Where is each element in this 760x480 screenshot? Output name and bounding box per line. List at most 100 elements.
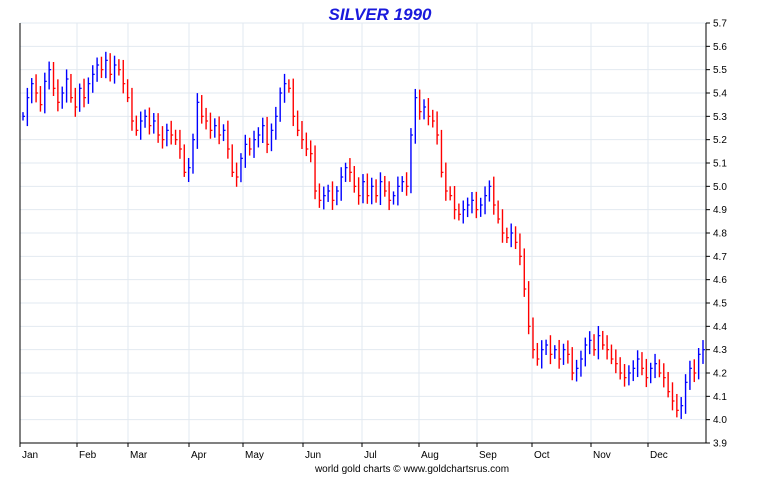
price-bar [309,140,313,163]
price-bar [628,365,631,386]
price-bar [305,132,309,157]
x-tick-label: Jul [364,450,377,461]
price-bar [174,129,178,145]
price-bar [240,153,243,183]
price-bar [31,78,34,104]
price-bar [449,186,453,201]
x-tick-label: Jan [22,450,38,461]
price-bar [684,374,688,414]
x-tick-labels: Jan Feb Mar Apr May Jun Jul Aug Sep Oct Nov Dec [19,443,668,461]
price-bar [357,177,361,205]
price-bar [209,112,213,139]
y-tick-label: 4.2 [713,369,727,380]
price-bar [192,133,195,174]
price-bar [214,118,217,138]
x-tick-label: Dec [650,450,668,461]
price-bar [510,223,514,248]
y-tick-label: 5.4 [713,89,727,100]
y-tick-label: 4.3 [713,345,727,356]
price-bar [593,334,597,356]
price-bar [266,116,270,154]
price-bar [48,61,52,90]
price-bar [61,86,65,109]
price-bar [536,342,540,366]
price-bar [580,350,583,377]
y-tick-label: 5.1 [713,159,727,170]
price-bar [105,51,108,79]
price-bar [366,173,370,204]
price-bar [109,53,113,82]
price-bar [663,363,666,388]
y-tick-label: 5.6 [713,42,727,53]
price-bar [418,89,422,120]
price-bar [270,123,274,152]
x-tick-label: Sep [479,450,497,461]
y-tick-label: 4.6 [713,275,727,286]
y-tick-label: 5.0 [713,182,727,193]
price-bar [689,360,692,390]
y-tick-label: 5.3 [713,112,727,123]
price-bar [658,359,662,378]
price-bar [170,120,174,145]
price-bar [397,176,400,206]
price-bar [479,197,483,217]
price-bar [331,181,335,210]
y-tick-label: 5.5 [713,65,727,76]
price-bar [619,357,623,380]
price-bar [340,167,344,201]
price-bar [440,129,444,178]
price-bar [610,344,614,365]
y-tick-label: 4.9 [713,205,727,216]
price-bar [671,382,675,411]
price-bar [122,59,126,94]
price-bar [667,371,671,398]
y-tick-label: 4.5 [713,299,727,310]
price-bar [336,186,339,206]
price-bar [462,200,466,224]
price-bar [602,330,605,350]
price-bar [349,158,352,182]
price-bar [371,177,374,205]
price-bar [575,359,579,382]
price-bar [253,130,257,158]
price-bar [153,113,156,134]
price-bar [636,350,640,378]
price-bar [161,126,165,149]
price-bar [697,347,701,380]
price-bar [597,326,601,360]
price-bar [74,87,78,117]
price-bar [126,79,130,103]
price-bar [196,93,200,149]
price-bar [392,191,396,205]
price-bar [314,145,318,200]
price-bar [231,144,235,177]
price-bar [148,107,152,135]
price-bar [96,57,100,82]
price-bar [166,123,169,147]
price-bar [436,111,440,145]
y-tick-label: 4.8 [713,229,727,240]
price-bar [549,335,553,365]
price-bar [519,233,522,266]
price-bar [144,109,148,128]
price-bar [205,107,209,130]
price-bar [558,339,562,369]
price-bar [22,112,25,121]
price-bar [562,343,566,365]
price-bar [379,172,383,206]
price-bar [292,78,296,127]
price-bar [283,73,287,103]
price-bar [571,347,575,381]
price-bar [288,79,291,93]
x-tick-label: Jun [305,450,321,461]
price-bar [554,345,557,359]
price-bar [388,181,392,211]
price-bar [183,144,187,177]
price-bar [523,248,527,297]
price-bar [318,183,322,208]
price-bar [384,175,387,197]
price-bar [235,162,239,187]
y-tick-label: 3.9 [713,439,727,450]
